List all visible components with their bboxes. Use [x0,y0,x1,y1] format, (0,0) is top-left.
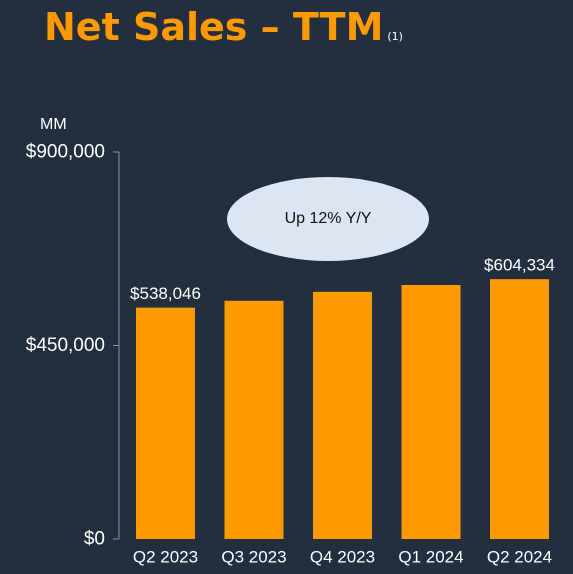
bar [224,300,284,539]
bar [136,307,195,539]
y-axis-unit-label: MM [40,116,67,133]
x-tick-label: Q3 2023 [221,548,286,567]
y-tick-label: $0 [84,529,105,550]
chart-title-text: Net Sales – TTM [44,5,384,49]
x-tick-label: Q2 2024 [487,548,552,567]
x-tick-label: Q4 2023 [310,548,375,567]
growth-callout: Up 12% Y/Y [226,176,430,262]
y-tick-label: $450,000 [26,335,105,356]
x-tick-label: Q2 2023 [133,548,198,567]
title-footnote: (1) [387,30,403,43]
chart-title: Net Sales – TTM (1) [44,4,403,60]
data-label: $538,046 [130,284,201,303]
y-tick-label: $900,000 [26,142,105,163]
data-label: $604,334 [484,256,555,275]
bar [313,291,372,539]
bar [490,279,549,539]
x-tick-label: Q1 2024 [398,548,463,567]
bar [401,284,461,539]
